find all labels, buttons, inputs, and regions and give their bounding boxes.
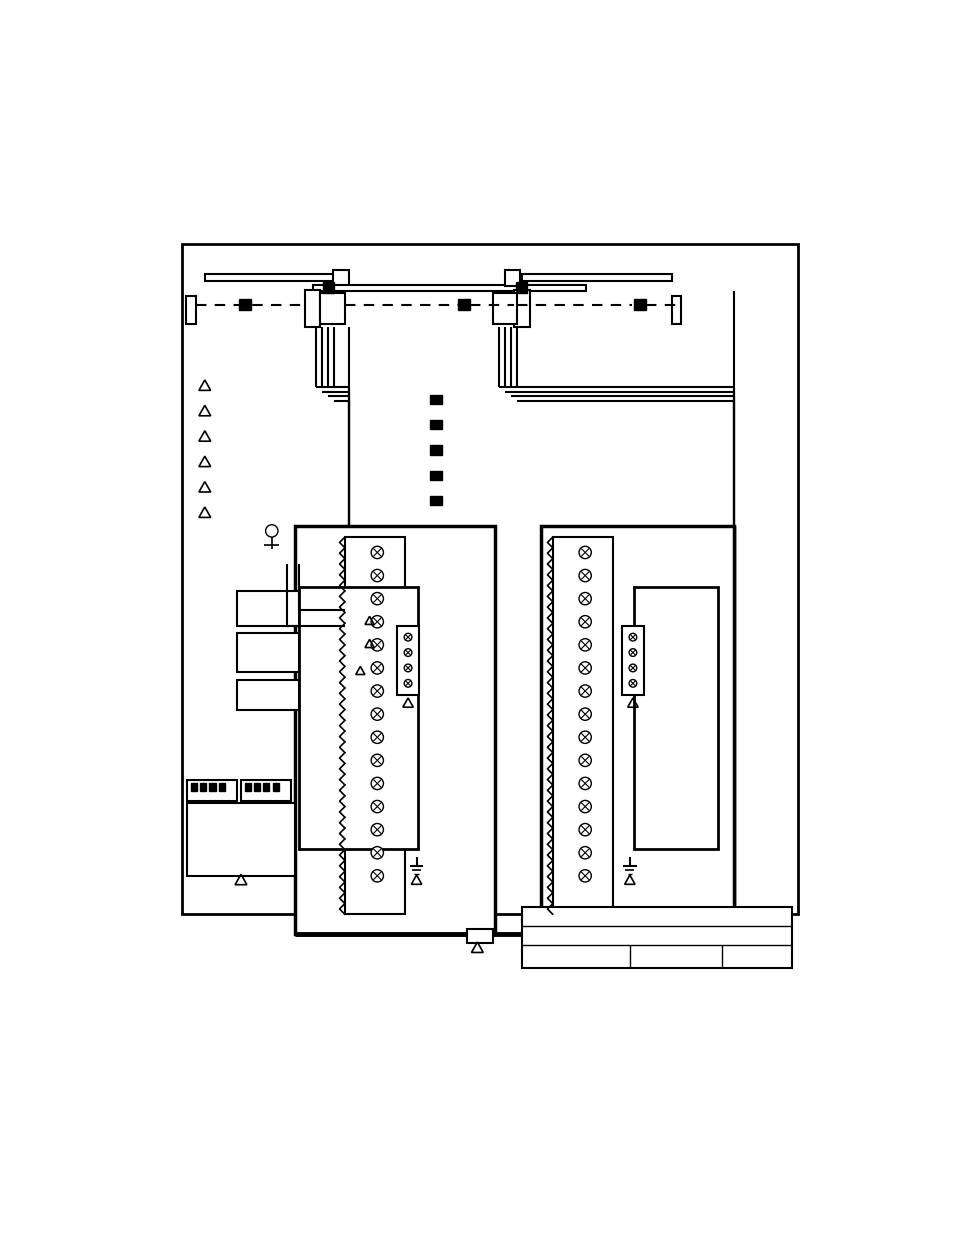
- Circle shape: [371, 662, 383, 674]
- Bar: [273, 783, 278, 792]
- Bar: [633, 299, 645, 310]
- Circle shape: [578, 777, 591, 789]
- Circle shape: [628, 648, 636, 656]
- Circle shape: [578, 615, 591, 627]
- Circle shape: [578, 685, 591, 698]
- Bar: [429, 496, 441, 505]
- Bar: [237, 634, 298, 672]
- Bar: [333, 270, 349, 287]
- Circle shape: [371, 755, 383, 767]
- Bar: [245, 783, 251, 792]
- Bar: [298, 587, 417, 848]
- Bar: [672, 296, 680, 324]
- Bar: [493, 293, 517, 324]
- Bar: [205, 274, 347, 282]
- Bar: [429, 395, 441, 404]
- Bar: [540, 526, 733, 934]
- Circle shape: [371, 869, 383, 882]
- Circle shape: [404, 679, 412, 687]
- Bar: [429, 471, 441, 480]
- Circle shape: [371, 638, 383, 651]
- Bar: [345, 537, 405, 914]
- Circle shape: [404, 648, 412, 656]
- Circle shape: [628, 679, 636, 687]
- Bar: [429, 420, 441, 430]
- Circle shape: [371, 546, 383, 558]
- Circle shape: [371, 824, 383, 836]
- Circle shape: [578, 755, 591, 767]
- Bar: [200, 783, 206, 792]
- Bar: [466, 929, 493, 942]
- Bar: [237, 679, 298, 710]
- Circle shape: [371, 593, 383, 605]
- Bar: [313, 285, 585, 291]
- Circle shape: [371, 685, 383, 698]
- Circle shape: [628, 664, 636, 672]
- Circle shape: [371, 708, 383, 720]
- Bar: [521, 274, 672, 282]
- Bar: [187, 779, 237, 802]
- Bar: [396, 626, 418, 695]
- Bar: [241, 779, 291, 802]
- Bar: [218, 783, 225, 792]
- Circle shape: [404, 664, 412, 672]
- Circle shape: [578, 824, 591, 836]
- Bar: [237, 592, 298, 626]
- Circle shape: [371, 846, 383, 858]
- Circle shape: [578, 569, 591, 582]
- Circle shape: [578, 662, 591, 674]
- Circle shape: [371, 615, 383, 627]
- Bar: [320, 293, 345, 324]
- Bar: [191, 783, 197, 792]
- Circle shape: [371, 800, 383, 813]
- Bar: [186, 296, 195, 324]
- Bar: [504, 270, 520, 287]
- Circle shape: [578, 593, 591, 605]
- Bar: [294, 526, 495, 934]
- Bar: [521, 906, 791, 968]
- Circle shape: [628, 634, 636, 641]
- Bar: [621, 626, 643, 695]
- Circle shape: [578, 869, 591, 882]
- Bar: [305, 290, 320, 327]
- Bar: [429, 446, 441, 454]
- Circle shape: [578, 638, 591, 651]
- Bar: [514, 290, 529, 327]
- Bar: [552, 537, 612, 914]
- Bar: [210, 783, 215, 792]
- Bar: [263, 783, 269, 792]
- Circle shape: [578, 708, 591, 720]
- Circle shape: [578, 546, 591, 558]
- Bar: [323, 282, 334, 293]
- Bar: [516, 282, 526, 293]
- Circle shape: [578, 731, 591, 743]
- Bar: [633, 587, 718, 848]
- Circle shape: [371, 777, 383, 789]
- Bar: [457, 299, 470, 310]
- Circle shape: [578, 846, 591, 858]
- Circle shape: [371, 569, 383, 582]
- Bar: [181, 245, 797, 914]
- Circle shape: [404, 634, 412, 641]
- Bar: [187, 803, 294, 876]
- Circle shape: [371, 731, 383, 743]
- Bar: [253, 783, 260, 792]
- Bar: [238, 299, 251, 310]
- Circle shape: [578, 800, 591, 813]
